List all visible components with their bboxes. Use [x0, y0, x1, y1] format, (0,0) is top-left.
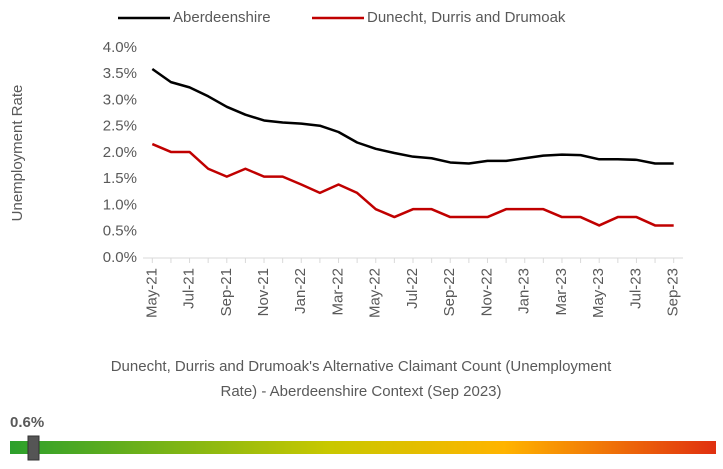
y-tick-label: 3.0% [103, 91, 137, 108]
x-tick-label: May-23 [590, 268, 607, 318]
indicator-label: 0.6% [10, 414, 44, 431]
x-tick-label: Mar-23 [553, 268, 570, 316]
x-tick-label: Jan-22 [292, 268, 309, 314]
x-tick-label: Nov-21 [255, 268, 272, 316]
y-tick-label: 0.5% [103, 223, 137, 240]
y-tick-label: 2.0% [103, 144, 137, 161]
scale-bar [10, 441, 716, 454]
legend-label: Dunecht, Durris and Drumoak [367, 9, 566, 26]
y-tick-label: 0.0% [103, 249, 137, 266]
y-tick-label: 1.0% [103, 196, 137, 213]
y-tick-label: 4.0% [103, 39, 137, 56]
caption: Rate) - Aberdeenshire Context (Sep 2023) [221, 383, 502, 400]
x-tick-label: May-22 [367, 268, 384, 318]
x-tick-label: Nov-22 [478, 268, 495, 316]
x-tick-label: May-21 [143, 268, 160, 318]
caption: Dunecht, Durris and Drumoak's Alternativ… [111, 358, 612, 375]
line-series [151, 67, 674, 165]
line-series [151, 142, 674, 227]
y-tick-label: 3.5% [103, 65, 137, 82]
x-tick-label: Jul-22 [404, 268, 421, 309]
indicator-marker [27, 435, 40, 461]
x-tick-label: Mar-22 [329, 268, 346, 316]
x-tick-label: Sep-21 [218, 268, 235, 316]
x-tick-label: Jul-21 [181, 268, 198, 309]
legend-label: Aberdeenshire [173, 9, 271, 26]
x-tick-label: Jan-23 [516, 268, 533, 314]
x-tick-label: Sep-23 [665, 268, 682, 316]
x-tick-label: Jul-23 [627, 268, 644, 309]
y-tick-label: 1.5% [103, 170, 137, 187]
x-tick-label: Sep-22 [441, 268, 458, 316]
y-axis-label: Unemployment Rate [9, 85, 26, 222]
y-tick-label: 2.5% [103, 118, 137, 135]
